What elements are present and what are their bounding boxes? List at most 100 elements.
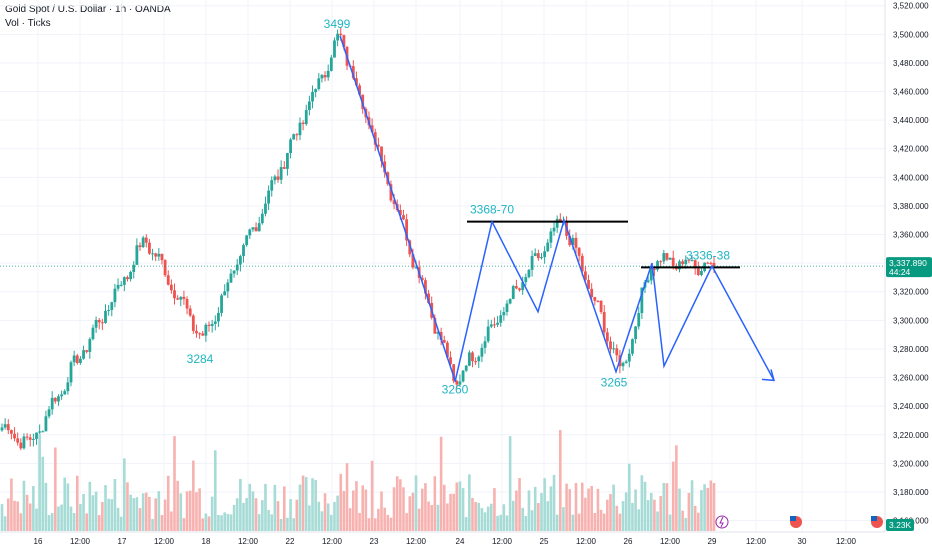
- candle: [665, 253, 669, 260]
- x-tick-label: 17: [118, 537, 127, 546]
- candle: [217, 312, 220, 322]
- volume-bar: [486, 506, 490, 531]
- candle: [596, 300, 600, 302]
- volume-bar: [270, 514, 274, 531]
- volume-bar: [706, 487, 710, 531]
- volume-bar: [424, 483, 427, 531]
- volume-bar: [138, 508, 142, 531]
- volume-bar: [148, 496, 151, 531]
- volume-bar: [712, 483, 716, 531]
- volume-bar: [151, 518, 154, 531]
- volume-bar: [173, 436, 176, 531]
- volume-bar: [69, 506, 73, 531]
- volume-bar: [223, 512, 226, 531]
- volume-bar: [182, 518, 186, 531]
- volume-bar: [201, 518, 205, 531]
- volume-bar: [220, 515, 223, 531]
- volume-bar: [195, 492, 198, 531]
- volume-bar: [282, 486, 286, 531]
- volume-bar: [524, 516, 528, 531]
- volume-bar: [584, 497, 587, 531]
- volume-bar: [618, 513, 622, 531]
- candle: [317, 78, 321, 90]
- volume-bar: [496, 515, 499, 531]
- candle: [640, 287, 644, 314]
- volume-bar: [333, 501, 336, 531]
- candle: [471, 352, 474, 362]
- volume-bar: [446, 503, 449, 531]
- volume-bar: [649, 492, 653, 531]
- volume-bar: [408, 496, 412, 531]
- volume-bar: [596, 488, 600, 531]
- volume-bar: [395, 476, 399, 531]
- candle: [533, 253, 537, 257]
- candle: [19, 442, 23, 449]
- candle: [383, 161, 387, 173]
- volume-bar: [104, 485, 107, 531]
- candle: [574, 237, 578, 248]
- volume-bar: [537, 503, 540, 531]
- volume-bar: [245, 498, 248, 531]
- volume-bar: [386, 514, 390, 531]
- candle: [295, 134, 299, 136]
- volume-bar: [304, 477, 308, 531]
- volume-bar: [703, 484, 706, 531]
- volume-bar: [420, 488, 424, 531]
- volume-bar: [646, 500, 650, 531]
- candle: [499, 315, 503, 323]
- candle: [44, 416, 48, 432]
- volume-bar: [54, 447, 57, 531]
- candle: [223, 291, 227, 296]
- candle: [311, 92, 314, 102]
- volume-bar: [239, 478, 242, 531]
- y-tick-label: 3,200.000: [893, 459, 929, 468]
- candle: [254, 227, 258, 232]
- candle: [179, 296, 183, 300]
- volume-bar: [380, 491, 383, 531]
- candle: [204, 324, 208, 336]
- x-tick-label: 12:00: [660, 537, 681, 546]
- candle: [690, 260, 694, 262]
- volume-bar: [602, 513, 606, 531]
- candle: [25, 436, 29, 438]
- candle: [536, 253, 540, 259]
- volume-bar: [502, 504, 506, 531]
- volume-bar: [116, 507, 120, 531]
- candle: [555, 218, 559, 228]
- price-badge-countdown: 44:24: [889, 267, 911, 277]
- volume-bar: [499, 514, 503, 531]
- candle: [292, 134, 296, 140]
- volume-bar: [599, 509, 603, 531]
- volume-bar: [342, 490, 346, 531]
- candle: [207, 324, 211, 326]
- x-tick-label: 12:00: [238, 537, 259, 546]
- volume-bar: [257, 514, 261, 531]
- volume-bar: [709, 480, 713, 531]
- volume-bar: [414, 475, 418, 531]
- candle: [154, 253, 158, 257]
- volume-bar: [157, 491, 161, 531]
- volume-bar: [580, 482, 584, 531]
- candle: [304, 110, 308, 124]
- volume-bar: [480, 508, 484, 531]
- candle: [612, 348, 616, 350]
- volume-bar: [490, 503, 493, 531]
- volume-bar: [549, 486, 553, 531]
- volume-bar: [449, 493, 452, 531]
- trendline-down: [339, 35, 456, 381]
- volume-bar: [483, 512, 487, 531]
- volume-bar: [411, 492, 415, 531]
- candle: [264, 203, 267, 214]
- volume-bar: [308, 505, 311, 531]
- volume-bar: [229, 514, 233, 531]
- volume-bar: [330, 514, 333, 531]
- volume-bar: [461, 488, 465, 531]
- candle: [380, 146, 383, 162]
- volume-bar: [119, 516, 123, 531]
- volume-bar: [662, 482, 666, 531]
- candle: [577, 247, 581, 256]
- volume-bar: [477, 502, 481, 531]
- candle: [129, 271, 132, 280]
- candle: [631, 339, 634, 354]
